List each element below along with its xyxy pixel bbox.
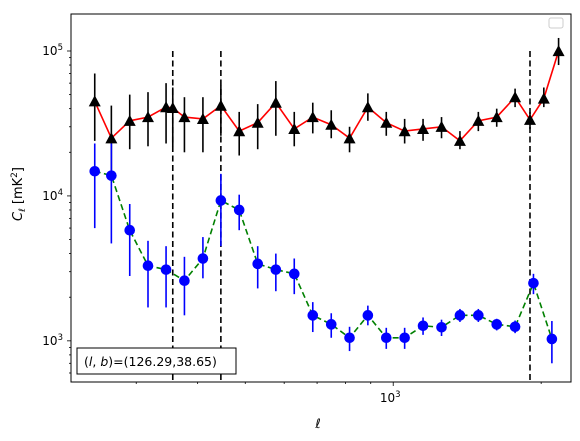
circle-marker bbox=[89, 165, 101, 177]
triangle-marker bbox=[88, 95, 101, 107]
triangle-marker bbox=[233, 125, 246, 137]
circle-marker bbox=[454, 310, 466, 321]
annotation-layer: (l, b)=(126.29,38.65) bbox=[76, 17, 564, 375]
circle-marker bbox=[546, 333, 558, 345]
circle-marker bbox=[270, 264, 282, 275]
triangle-marker bbox=[453, 134, 466, 146]
y-tick-label: 105 bbox=[42, 43, 63, 58]
triangle-marker bbox=[435, 120, 448, 132]
circle-marker bbox=[307, 310, 319, 321]
y-tick-label: 104 bbox=[42, 188, 63, 203]
triangle-marker bbox=[196, 112, 209, 124]
circle-marker bbox=[106, 170, 117, 181]
triangle-marker bbox=[523, 113, 536, 125]
circle-marker bbox=[380, 332, 392, 344]
triangle-marker bbox=[509, 91, 522, 103]
annotation-box bbox=[76, 347, 237, 375]
circle-marker bbox=[160, 264, 172, 275]
circle-marker bbox=[417, 320, 429, 332]
x-tick-label: 103 bbox=[380, 390, 401, 405]
annotation-text: (l, b)=(126.29,38.65) bbox=[84, 354, 217, 369]
triangle-marker bbox=[123, 114, 136, 126]
triangle-marker bbox=[251, 116, 264, 128]
plot-frame bbox=[70, 13, 572, 383]
series-0 bbox=[88, 37, 565, 171]
circle-marker bbox=[473, 310, 484, 321]
triangle-marker bbox=[306, 111, 319, 123]
triangle-marker bbox=[105, 132, 118, 144]
circle-marker bbox=[197, 253, 209, 264]
circle-marker bbox=[325, 319, 337, 330]
y-tick-label: 103 bbox=[42, 333, 63, 348]
circle-marker bbox=[288, 268, 300, 280]
series-1 bbox=[89, 143, 558, 364]
axes-layer: 103 104 105 103 bbox=[42, 13, 572, 405]
x-axis-label: ℓ bbox=[314, 417, 320, 432]
triangle-marker bbox=[269, 96, 282, 108]
circle-marker bbox=[491, 319, 503, 330]
triangle-marker bbox=[417, 122, 430, 135]
triangle-marker bbox=[398, 125, 411, 137]
triangle-marker bbox=[214, 99, 227, 111]
axis-labels: ℓ Cℓ [mK2] bbox=[10, 167, 321, 432]
triangle-marker bbox=[380, 116, 393, 128]
circle-marker bbox=[215, 195, 227, 206]
triangle-marker bbox=[141, 111, 154, 123]
series-layer bbox=[88, 37, 565, 364]
triangle-marker bbox=[537, 92, 550, 104]
reference-lines bbox=[171, 50, 531, 382]
circle-marker bbox=[124, 224, 136, 236]
triangle-marker bbox=[288, 122, 301, 135]
circle-marker bbox=[399, 332, 410, 344]
circle-marker bbox=[142, 260, 154, 271]
triangle-marker bbox=[325, 118, 338, 130]
circle-marker bbox=[252, 258, 264, 270]
circle-marker bbox=[179, 275, 190, 287]
triangle-marker bbox=[472, 114, 485, 126]
circle-marker bbox=[528, 277, 539, 289]
circle-marker bbox=[233, 204, 245, 216]
triangle-marker bbox=[178, 111, 191, 123]
y-axis-label: Cℓ [mK2] bbox=[10, 167, 28, 221]
triangle-marker bbox=[361, 101, 374, 113]
triangle-marker bbox=[552, 44, 565, 57]
triangle-marker bbox=[166, 101, 179, 113]
circle-marker bbox=[362, 310, 374, 321]
triangle-marker bbox=[343, 132, 356, 144]
circle-marker bbox=[344, 332, 355, 344]
circle-marker bbox=[509, 321, 521, 333]
triangle-marker bbox=[490, 111, 503, 123]
legend-box bbox=[548, 17, 564, 29]
circle-marker bbox=[436, 322, 447, 333]
